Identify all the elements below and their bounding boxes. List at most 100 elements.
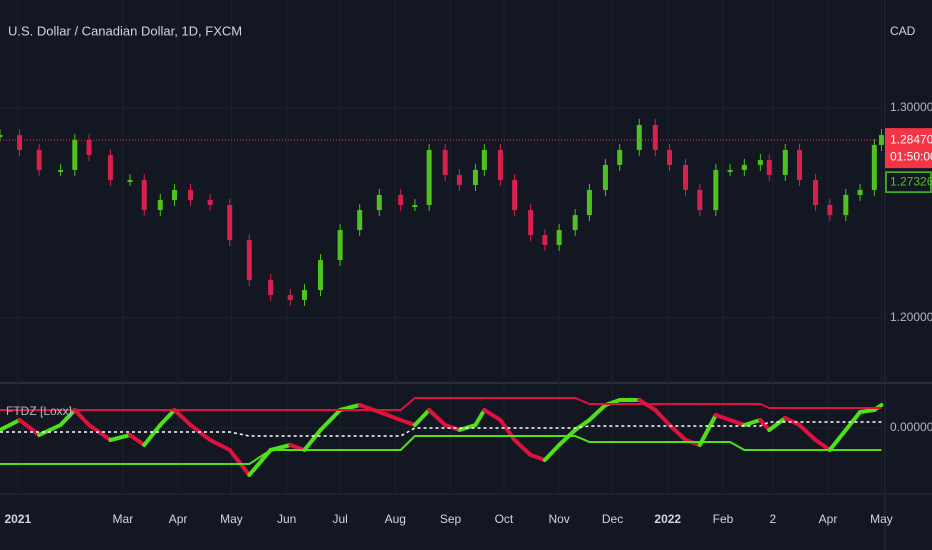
candle bbox=[667, 149, 673, 165]
candle bbox=[782, 149, 788, 175]
oscillator-segment bbox=[797, 423, 818, 442]
x-tick-label: Oct bbox=[495, 512, 514, 526]
oscillator-segment bbox=[827, 428, 848, 452]
candle bbox=[301, 290, 307, 300]
oscillator-segment bbox=[208, 438, 232, 452]
candle bbox=[843, 194, 849, 216]
x-tick-label: Feb bbox=[713, 512, 734, 526]
oscillator-segment bbox=[227, 448, 252, 477]
oscillator-segment bbox=[858, 408, 877, 414]
band-line bbox=[0, 435, 882, 465]
candle bbox=[268, 280, 274, 295]
marker-box bbox=[885, 171, 932, 193]
candle bbox=[107, 155, 113, 181]
oscillator-segment bbox=[398, 418, 417, 427]
candle bbox=[172, 189, 178, 200]
candle bbox=[472, 169, 478, 186]
currency-label: CAD bbox=[890, 24, 916, 38]
x-tick-label: Jul bbox=[332, 512, 347, 526]
oscillator-segment bbox=[482, 408, 503, 422]
x-tick-label: Sep bbox=[440, 512, 462, 526]
candle bbox=[713, 169, 719, 211]
oscillator-segment bbox=[767, 416, 788, 432]
candle bbox=[871, 144, 877, 190]
oscillator-segment bbox=[728, 418, 747, 427]
countdown-label: 01:50:00 bbox=[890, 149, 932, 163]
candle bbox=[528, 210, 534, 236]
oscillator-segment bbox=[427, 408, 448, 427]
candle bbox=[512, 180, 518, 211]
x-tick-label: 2021 bbox=[4, 512, 31, 526]
oscillator-segment bbox=[247, 448, 273, 477]
candle bbox=[586, 189, 592, 216]
candle bbox=[542, 235, 548, 245]
x-tick-label: Aug bbox=[385, 512, 406, 526]
oscillator-segment bbox=[843, 410, 863, 432]
oscillator-segment bbox=[573, 418, 592, 432]
oscillator-segment bbox=[318, 408, 343, 432]
candle bbox=[188, 189, 194, 200]
candle bbox=[617, 149, 623, 165]
band-line bbox=[0, 397, 882, 411]
candle bbox=[141, 180, 147, 211]
candle bbox=[572, 215, 578, 231]
candle bbox=[697, 189, 703, 211]
y-tick-label: 0.00000 bbox=[890, 420, 932, 434]
oscillator-segment bbox=[473, 408, 487, 427]
x-tick-label: May bbox=[220, 512, 243, 526]
candle bbox=[456, 174, 462, 186]
candle bbox=[797, 149, 803, 181]
marks bbox=[0, 118, 885, 477]
oscillator-segment bbox=[587, 403, 608, 422]
candle bbox=[497, 149, 503, 181]
oscillator-segment bbox=[0, 418, 22, 432]
candle bbox=[17, 135, 23, 150]
indicator-title: FTDZ [Loxx] bbox=[6, 404, 72, 418]
x-tick-label: Mar bbox=[113, 512, 134, 526]
x-tick-label: Nov bbox=[548, 512, 569, 526]
oscillator-segment bbox=[758, 418, 772, 432]
x-tick-label: 2 bbox=[769, 512, 776, 526]
oscillator-segment bbox=[742, 418, 763, 427]
candle bbox=[127, 180, 133, 183]
candle bbox=[337, 230, 343, 261]
candle bbox=[652, 124, 658, 150]
oscillator-segment bbox=[58, 408, 77, 427]
last-price-label: 1.28470 bbox=[890, 132, 932, 146]
x-tick-label: May bbox=[870, 512, 893, 526]
candle bbox=[72, 139, 78, 170]
candle bbox=[207, 199, 213, 206]
candle bbox=[376, 194, 382, 211]
candle bbox=[683, 164, 689, 190]
oscillator-segment bbox=[108, 433, 132, 442]
oscillator-segment bbox=[172, 408, 193, 427]
candle bbox=[36, 149, 42, 170]
oscillator-segment bbox=[783, 416, 802, 427]
oscillator-segment bbox=[158, 408, 177, 427]
last-price-box bbox=[885, 128, 932, 169]
oscillator-segment bbox=[443, 423, 462, 432]
candle bbox=[741, 164, 747, 170]
oscillator-segment bbox=[697, 413, 718, 447]
candle bbox=[827, 205, 833, 216]
oscillator-segment bbox=[667, 423, 688, 442]
candle bbox=[58, 169, 64, 172]
candle bbox=[287, 294, 293, 300]
candle bbox=[157, 199, 163, 211]
candle bbox=[227, 205, 233, 241]
candle bbox=[636, 124, 642, 150]
oscillator-segment bbox=[17, 418, 42, 437]
candle bbox=[602, 164, 608, 190]
candle bbox=[727, 169, 733, 172]
x-tick-label: Apr bbox=[169, 512, 188, 526]
signal-line bbox=[0, 421, 882, 437]
candle bbox=[442, 149, 448, 175]
candle bbox=[757, 160, 763, 165]
candle bbox=[766, 160, 772, 175]
oscillator-segment bbox=[127, 433, 147, 447]
x-tick-label: 2022 bbox=[654, 512, 681, 526]
candle bbox=[426, 149, 432, 206]
marker-label: 1.27326 bbox=[890, 174, 932, 188]
